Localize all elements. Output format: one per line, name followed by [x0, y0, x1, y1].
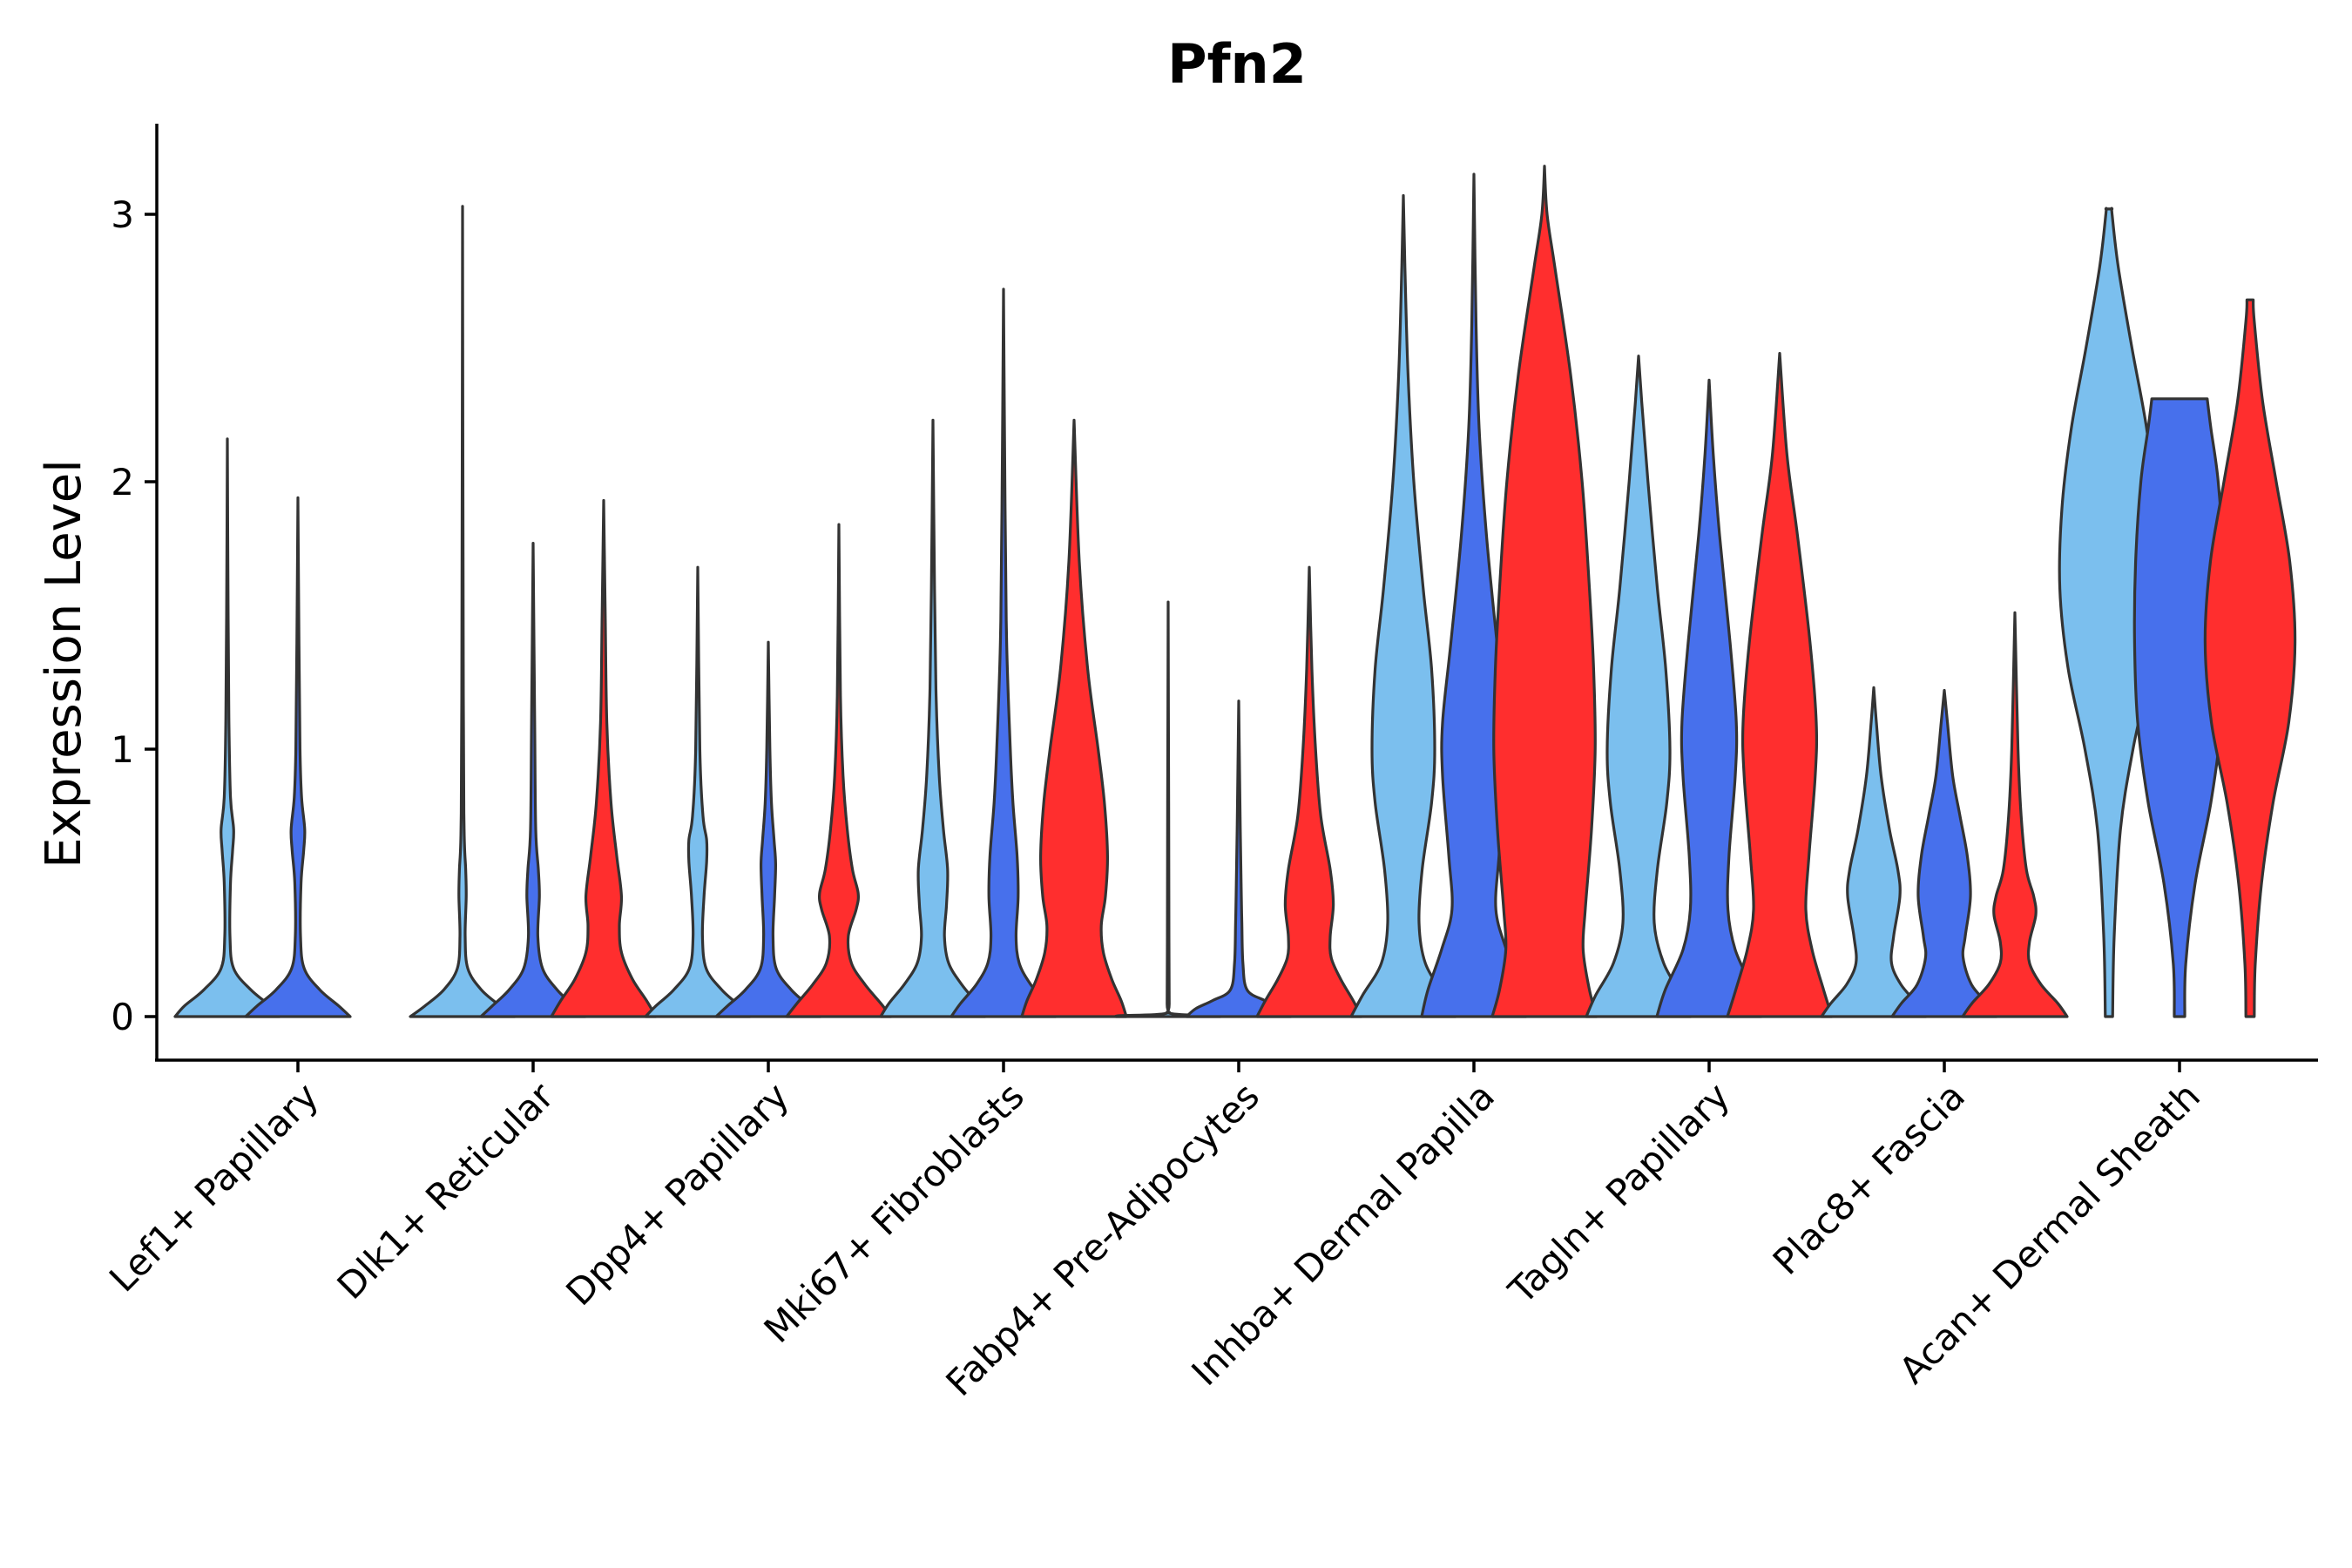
y-tick-label: 1	[111, 728, 134, 771]
violins-layer	[173, 165, 2297, 1018]
violin-dpp4-papillary-group-1	[644, 565, 752, 1018]
violin-plac8-fascia-group-3	[1961, 611, 2069, 1018]
violin-dlk1-reticular-group-1	[409, 205, 517, 1018]
violin-inhba-dermal-papilla-group-1	[1349, 193, 1457, 1018]
violin-lef1-papillary-group-1	[173, 437, 281, 1018]
x-tick-label: Tagln+ Papillary	[1500, 1074, 1738, 1312]
violin-dlk1-reticular-group-3	[550, 498, 658, 1018]
violin-dlk1-reticular-group-2	[479, 542, 587, 1018]
violin-acan-dermal-sheath-group-3	[2203, 298, 2297, 1018]
x-tick-label: Dlk1+ Reticular	[329, 1074, 563, 1308]
y-axis-label: Expression Level	[36, 459, 92, 868]
violin-tagln-papillary-group-3	[1726, 352, 1834, 1018]
violin-fabp4-pre-adipocytes-group-1	[1114, 600, 1222, 1018]
violin-tagln-papillary-group-1	[1585, 355, 1693, 1018]
violin-fabp4-pre-adipocytes-group-3	[1255, 565, 1363, 1018]
violin-mki67-fibroblasts-group-2	[950, 287, 1058, 1018]
violin-lef1-papillary-group-2	[244, 496, 352, 1018]
violin-acan-dermal-sheath-group-2	[2132, 397, 2227, 1018]
violin-mki67-fibroblasts-group-3	[1020, 418, 1128, 1018]
violin-inhba-dermal-papilla-group-3	[1490, 165, 1598, 1018]
violin-tagln-papillary-group-2	[1655, 378, 1763, 1018]
violin-plac8-fascia-group-2	[1890, 688, 1998, 1018]
violin-mki67-fibroblasts-group-1	[879, 418, 987, 1018]
x-tick-label: Mki67+ Fibroblasts	[756, 1074, 1032, 1350]
y-tick-label: 2	[111, 461, 134, 504]
x-tick-label: Dpp4+ Papillary	[558, 1074, 797, 1314]
axes-layer	[155, 124, 2318, 1062]
x-tick-label: Plac8+ Fascia	[1765, 1074, 1973, 1282]
violin-dpp4-papillary-group-2	[714, 640, 822, 1018]
y-tick-label: 3	[111, 193, 134, 236]
x-tick-label: Lef1+ Papillary	[101, 1074, 327, 1300]
violin-plac8-fascia-group-1	[1820, 686, 1928, 1018]
chart-title: Pfn2	[1167, 32, 1307, 96]
y-ticks: 0 1 2 3	[111, 193, 157, 1038]
y-tick-label: 0	[111, 996, 134, 1038]
violin-fabp4-pre-adipocytes-group-2	[1185, 700, 1293, 1018]
violin-dpp4-papillary-group-3	[785, 523, 893, 1018]
